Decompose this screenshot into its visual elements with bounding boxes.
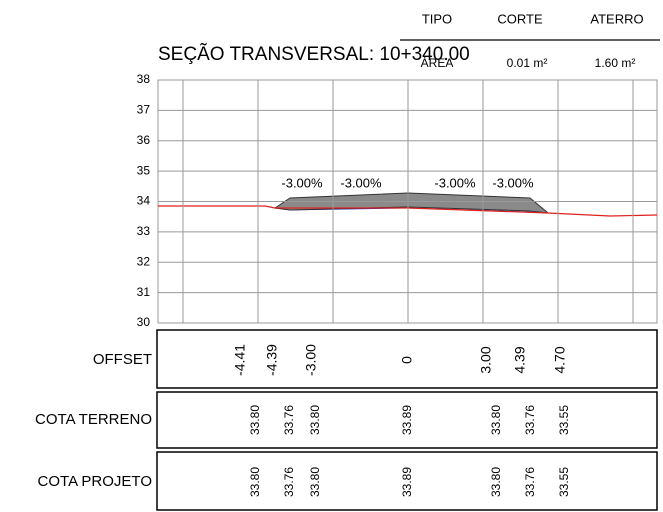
row-value: 33.89 (400, 405, 414, 435)
row-value: 33.80 (308, 467, 322, 497)
row-value: -4.41 (232, 344, 248, 376)
row-box (156, 329, 658, 389)
header-cell: ÁREA (421, 55, 454, 70)
row-value: -3.00 (303, 344, 319, 376)
header-cell: 0.01 m² (507, 56, 548, 70)
row-value: 33.80 (489, 405, 503, 435)
row-box (156, 391, 658, 449)
y-tick-label: 36 (137, 133, 151, 147)
row-value: 4.70 (552, 346, 568, 373)
row-label: COTA PROJETO (38, 473, 152, 490)
row-value: 33.89 (400, 467, 414, 497)
y-tick-label: 35 (137, 163, 151, 177)
slope-label: -3.00% (434, 175, 476, 190)
y-tick-label: 32 (137, 254, 151, 268)
row-value: 33.76 (282, 405, 296, 435)
y-tick-label: 37 (137, 103, 151, 117)
row-label: OFFSET (93, 351, 152, 368)
row-value: 33.55 (557, 467, 571, 497)
row-label: COTA TERRENO (35, 411, 152, 428)
header-column: CORTE (497, 11, 543, 26)
slope-label: -3.00% (281, 175, 323, 190)
slope-label: -3.00% (340, 175, 382, 190)
row-value: -4.39 (264, 344, 280, 376)
row-value: 33.80 (308, 405, 322, 435)
y-tick-label: 31 (137, 285, 151, 299)
y-tick-label: 38 (137, 72, 151, 86)
header-column: ATERRO (590, 11, 643, 26)
section-title: SEÇÃO TRANSVERSAL: 10+340.00 (158, 43, 470, 65)
pavement (273, 192, 550, 214)
y-tick-label: 30 (137, 315, 151, 329)
row-value: 33.76 (523, 467, 537, 497)
y-tick-label: 34 (137, 194, 151, 208)
header-cell: 1.60 m² (595, 56, 636, 70)
row-value: 33.80 (248, 467, 262, 497)
row-box (156, 451, 658, 511)
slope-label: -3.00% (492, 175, 534, 190)
row-value: 3.00 (478, 346, 494, 373)
y-tick-label: 33 (137, 224, 151, 238)
row-value: 4.39 (512, 346, 528, 373)
row-value: 33.80 (489, 467, 503, 497)
row-value: 33.80 (248, 405, 262, 435)
row-value: 33.55 (557, 405, 571, 435)
row-value: 33.76 (523, 405, 537, 435)
row-value: 33.76 (282, 467, 296, 497)
row-value: 0 (399, 356, 415, 364)
header-column: TIPO (422, 11, 452, 26)
